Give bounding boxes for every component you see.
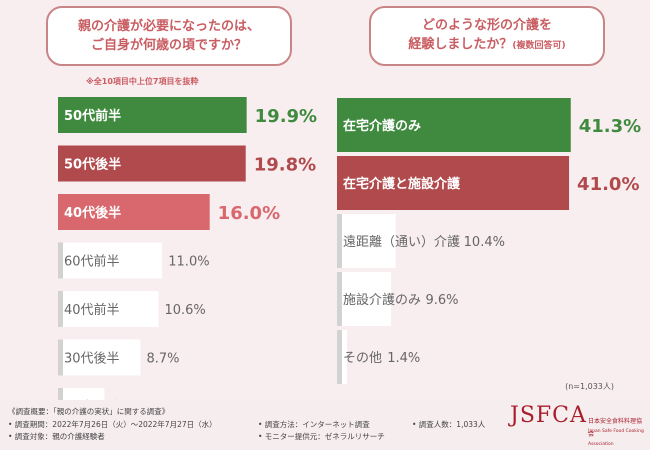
age-bar-2 — [58, 145, 246, 182]
survey-title: 《調査概要：「親の介護の実状」に関する調査》 — [8, 407, 170, 416]
type-category-label-1: 在宅介護のみ — [343, 118, 421, 134]
type-bar-inner-4 — [342, 272, 392, 326]
survey-count: • 調査人数：1,033人 — [412, 419, 486, 429]
type-category-label-4: 施設介護のみ — [343, 292, 421, 308]
type-value-label-1: 41.3% — [579, 116, 641, 137]
type-value-label-2: 41.0% — [577, 174, 639, 195]
age-value-label-3: 16.0% — [218, 203, 280, 224]
survey-provider: • モニター提供元：ゼネラルリサーチ — [258, 432, 385, 441]
age-value-label-6: 8.7% — [146, 352, 179, 367]
age-category-label-1: 50代前半 — [64, 108, 121, 124]
age-bar-inner-6 — [63, 339, 141, 376]
age-category-label-3: 40代後半 — [64, 205, 121, 221]
type-question-sub: (複数回答可) — [512, 41, 566, 51]
type-question-line2: 経験しましたか？ — [408, 37, 513, 52]
age-bar-inner-5 — [63, 291, 159, 327]
age-category-label-4: 60代前半 — [64, 254, 120, 270]
survey-method: • 調査方法：インターネット調査 — [258, 419, 370, 429]
type-bar-inner-3 — [342, 214, 396, 268]
footer-col-left: 《調査概要：「親の介護の実状」に関する調査》 • 調査期間：2022年7月26日… — [8, 406, 217, 444]
footer-col-right: • 調査人数：1,033人 — [412, 419, 485, 432]
type-bar-inner-5 — [342, 330, 347, 384]
age-value-label-5: 10.6% — [164, 303, 205, 318]
age-value-label-2: 19.8% — [254, 155, 316, 176]
age-question-line1: 親の介護が必要になったのは、 — [77, 19, 260, 34]
sample-size: (n=1,033人) — [565, 382, 614, 391]
type-value-label-5: 1.4% — [387, 351, 420, 366]
age-bar-3 — [58, 194, 210, 230]
logo-name-jp: 日本安全食料料理協会 — [588, 418, 643, 438]
age-question-line2: ご自身が何歳の頃ですか？ — [90, 38, 247, 53]
logo-mark: JSFCA — [510, 403, 587, 428]
age-value-label-1: 19.9% — [255, 106, 317, 127]
footer-col-middle: • 調査方法：インターネット調査 • モニター提供元：ゼネラルリサーチ — [258, 419, 385, 444]
type-question-box: どのような形の介護を 経験しましたか？(複数回答可) — [369, 6, 605, 66]
type-category-label-3: 遠距離（通い）介護 — [343, 234, 460, 250]
age-bar-1 — [58, 97, 247, 133]
survey-footer: 《調査概要：「親の介護の実状」に関する調査》 • 調査期間：2022年7月26日… — [0, 400, 650, 450]
type-bar-2 — [337, 156, 570, 210]
type-chart-panel: どのような形の介護を 経験しましたか？(複数回答可) 在宅介護のみ 41.3% 在宅… — [325, 0, 650, 400]
type-category-label-2: 在宅介護と施設介護 — [343, 176, 461, 192]
age-category-label-2: 50代後半 — [64, 157, 121, 173]
type-value-label-4: 9.6% — [425, 293, 458, 308]
age-note: ※全10項目中上位7項目を抜粋 — [86, 77, 199, 86]
type-question-line1: どのような形の介護を — [421, 18, 552, 33]
age-category-label-5: 40代前半 — [64, 302, 120, 318]
survey-period: • 調査期間：2022年7月26日（火）～2022年7月27日（水） — [8, 419, 217, 429]
age-bar-chart: 50代前半 19.9% 50代後半 19.8% 40代後半 16.0% 60代前半 11.0%… — [58, 97, 317, 424]
type-bar-chart: 在宅介護のみ 41.3% 在宅介護と施設介護 41.0% 遠距離（通い）介護 10.4% 施… — [337, 98, 641, 384]
age-value-label-4: 11.0% — [168, 255, 209, 270]
chart-card: 親の介護が必要になったのは、 ご自身が何歳の頃ですか？ ※全10項目中上位7項目… — [0, 0, 650, 424]
type-category-label-5: その他 — [343, 351, 382, 366]
survey-target: • 調査対象：親の介護経験者 — [8, 432, 105, 441]
age-bar-inner-4 — [63, 242, 163, 279]
age-category-label-6: 30代後半 — [64, 352, 120, 367]
type-value-label-3: 10.4% — [464, 235, 505, 250]
age-question-box: 親の介護が必要になったのは、 ご自身が何歳の頃ですか？ — [46, 6, 292, 66]
age-chart-panel: 親の介護が必要になったのは、 ご自身が何歳の頃ですか？ ※全10項目中上位7項目… — [0, 0, 325, 424]
type-bar-1 — [337, 98, 571, 152]
jsfca-logo: JSFCA 日本安全食料料理協会 Japan Safe Food Cooking… — [510, 403, 646, 447]
logo-name-en: Japan Safe Food Cooking Association — [588, 429, 644, 447]
